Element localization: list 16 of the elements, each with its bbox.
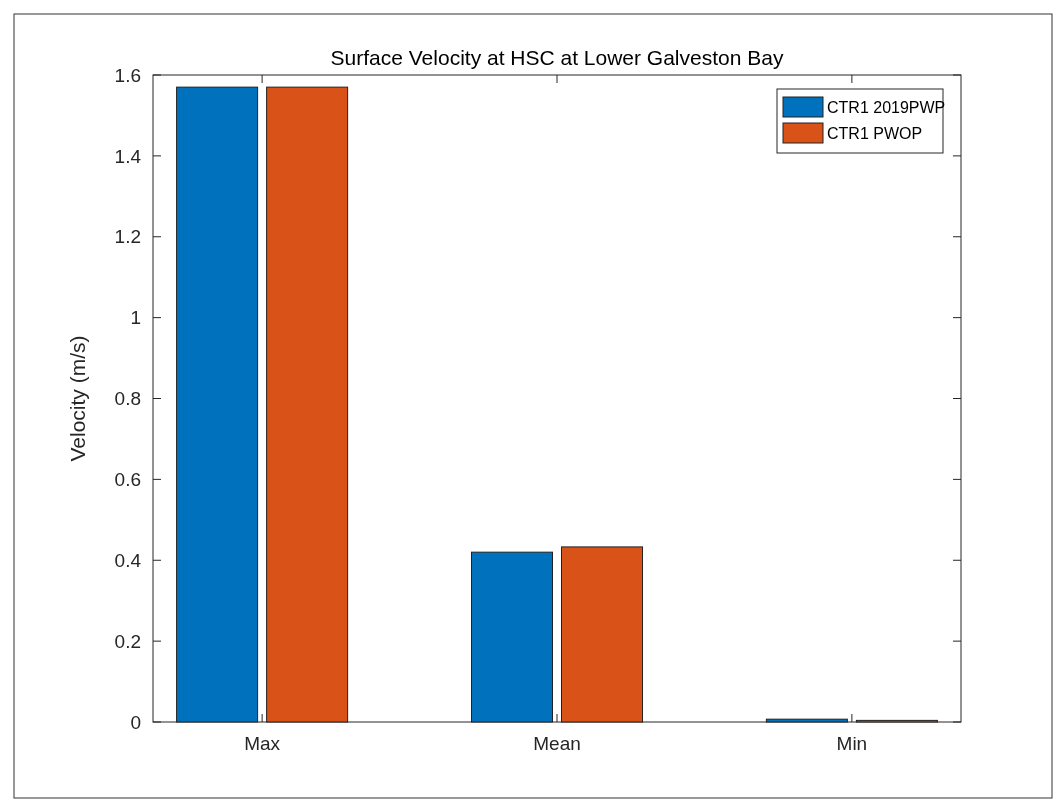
y-tick-label: 0: [130, 711, 141, 733]
y-tick-label: 1: [130, 307, 141, 329]
y-tick-label: 0.2: [114, 630, 141, 652]
y-tick-label: 0.6: [114, 469, 141, 491]
y-tick-label: 0.8: [114, 388, 141, 410]
y-tick-label: 1.2: [114, 226, 141, 248]
y-tick-label: 1.6: [114, 64, 141, 86]
y-tick-label: 0.4: [114, 549, 142, 571]
chart-title: Surface Velocity at HSC at Lower Galveston Bay: [330, 46, 784, 69]
x-tick-label: Max: [244, 733, 281, 754]
y-tick-label: 1.4: [114, 145, 142, 167]
x-tick-label: Min: [836, 733, 868, 754]
x-tick-label: Mean: [533, 733, 581, 754]
legend-label: CTR1 PWOP: [827, 124, 923, 142]
legend-label: CTR1 2019PWP: [827, 98, 946, 116]
y-axis-title: Velocity (m/s): [66, 335, 89, 462]
